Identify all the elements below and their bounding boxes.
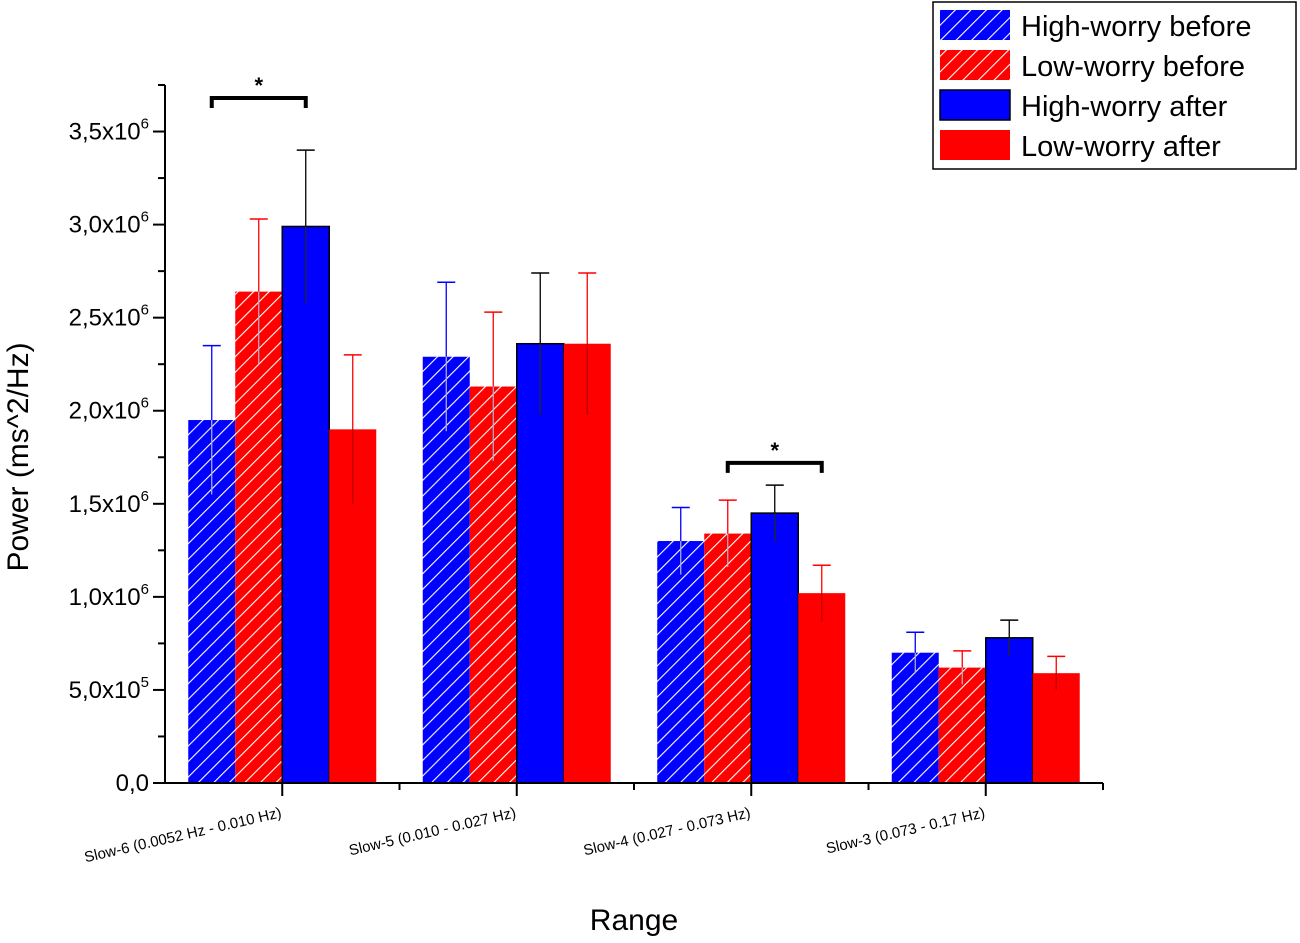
bar [798, 593, 846, 783]
bracket-line [725, 460, 824, 473]
bar [891, 652, 939, 783]
bar [516, 342, 565, 784]
y-tick-label: 3,5x106 [69, 116, 149, 146]
legend: High-worry before Low-worry before High-wo… [932, 1, 1297, 170]
legend-item: Low-worry before [940, 50, 1245, 83]
significance-bracket: * [209, 73, 308, 109]
legend-swatch [940, 50, 1010, 80]
bar [281, 225, 330, 784]
bar [750, 512, 799, 784]
x-tick-label: Slow-5 (0.010 - 0.027 Hz) [347, 804, 517, 859]
legend-item: High-worry before [940, 10, 1251, 43]
bar [1032, 673, 1080, 783]
y-tick-label: 0,0 [116, 770, 149, 797]
legend-item: Low-worry after [940, 130, 1221, 163]
y-tick-label: 1,5x106 [69, 488, 149, 518]
bar [563, 343, 611, 783]
legend-label: Low-worry before [1021, 51, 1245, 83]
y-tick-label: 1,0x106 [69, 581, 149, 611]
legend-swatch [940, 10, 1010, 40]
x-tick-label: Slow-6 (0.0052 Hz - 0.010 Hz) [83, 804, 283, 866]
significance-star: * [254, 73, 263, 98]
legend-swatch [939, 89, 1011, 121]
y-tick-label: 2,5x106 [69, 302, 149, 332]
legend-label: Low-worry after [1021, 131, 1221, 163]
bar [657, 541, 705, 783]
x-tick-label: Slow-4 (0.027 - 0.073 Hz) [582, 804, 752, 859]
y-axis-title: Power (ms^2/Hz) [2, 342, 35, 571]
bracket-line [209, 96, 308, 109]
x-tick-label: Slow-3 (0.073 - 0.17 Hz) [824, 804, 986, 857]
y-tick-label: 3,0x106 [69, 209, 149, 239]
y-tick-label: 5,0x105 [69, 674, 149, 704]
x-axis-title: Range [590, 904, 678, 937]
legend-swatch [940, 130, 1010, 160]
legend-item: High-worry after [939, 89, 1228, 123]
bar [704, 533, 752, 783]
legend-label: High-worry after [1021, 91, 1228, 123]
error-bars-layer [202, 149, 1066, 690]
bar [985, 637, 1034, 784]
bar [938, 667, 986, 783]
y-tick-label: 2,0x106 [69, 395, 149, 425]
significance-bracket: * [725, 438, 824, 473]
bars-layer [188, 225, 1080, 784]
significance-star: * [770, 438, 779, 463]
significance-layer: ** [209, 73, 824, 473]
legend-label: High-worry before [1021, 11, 1251, 43]
bar [235, 291, 283, 783]
